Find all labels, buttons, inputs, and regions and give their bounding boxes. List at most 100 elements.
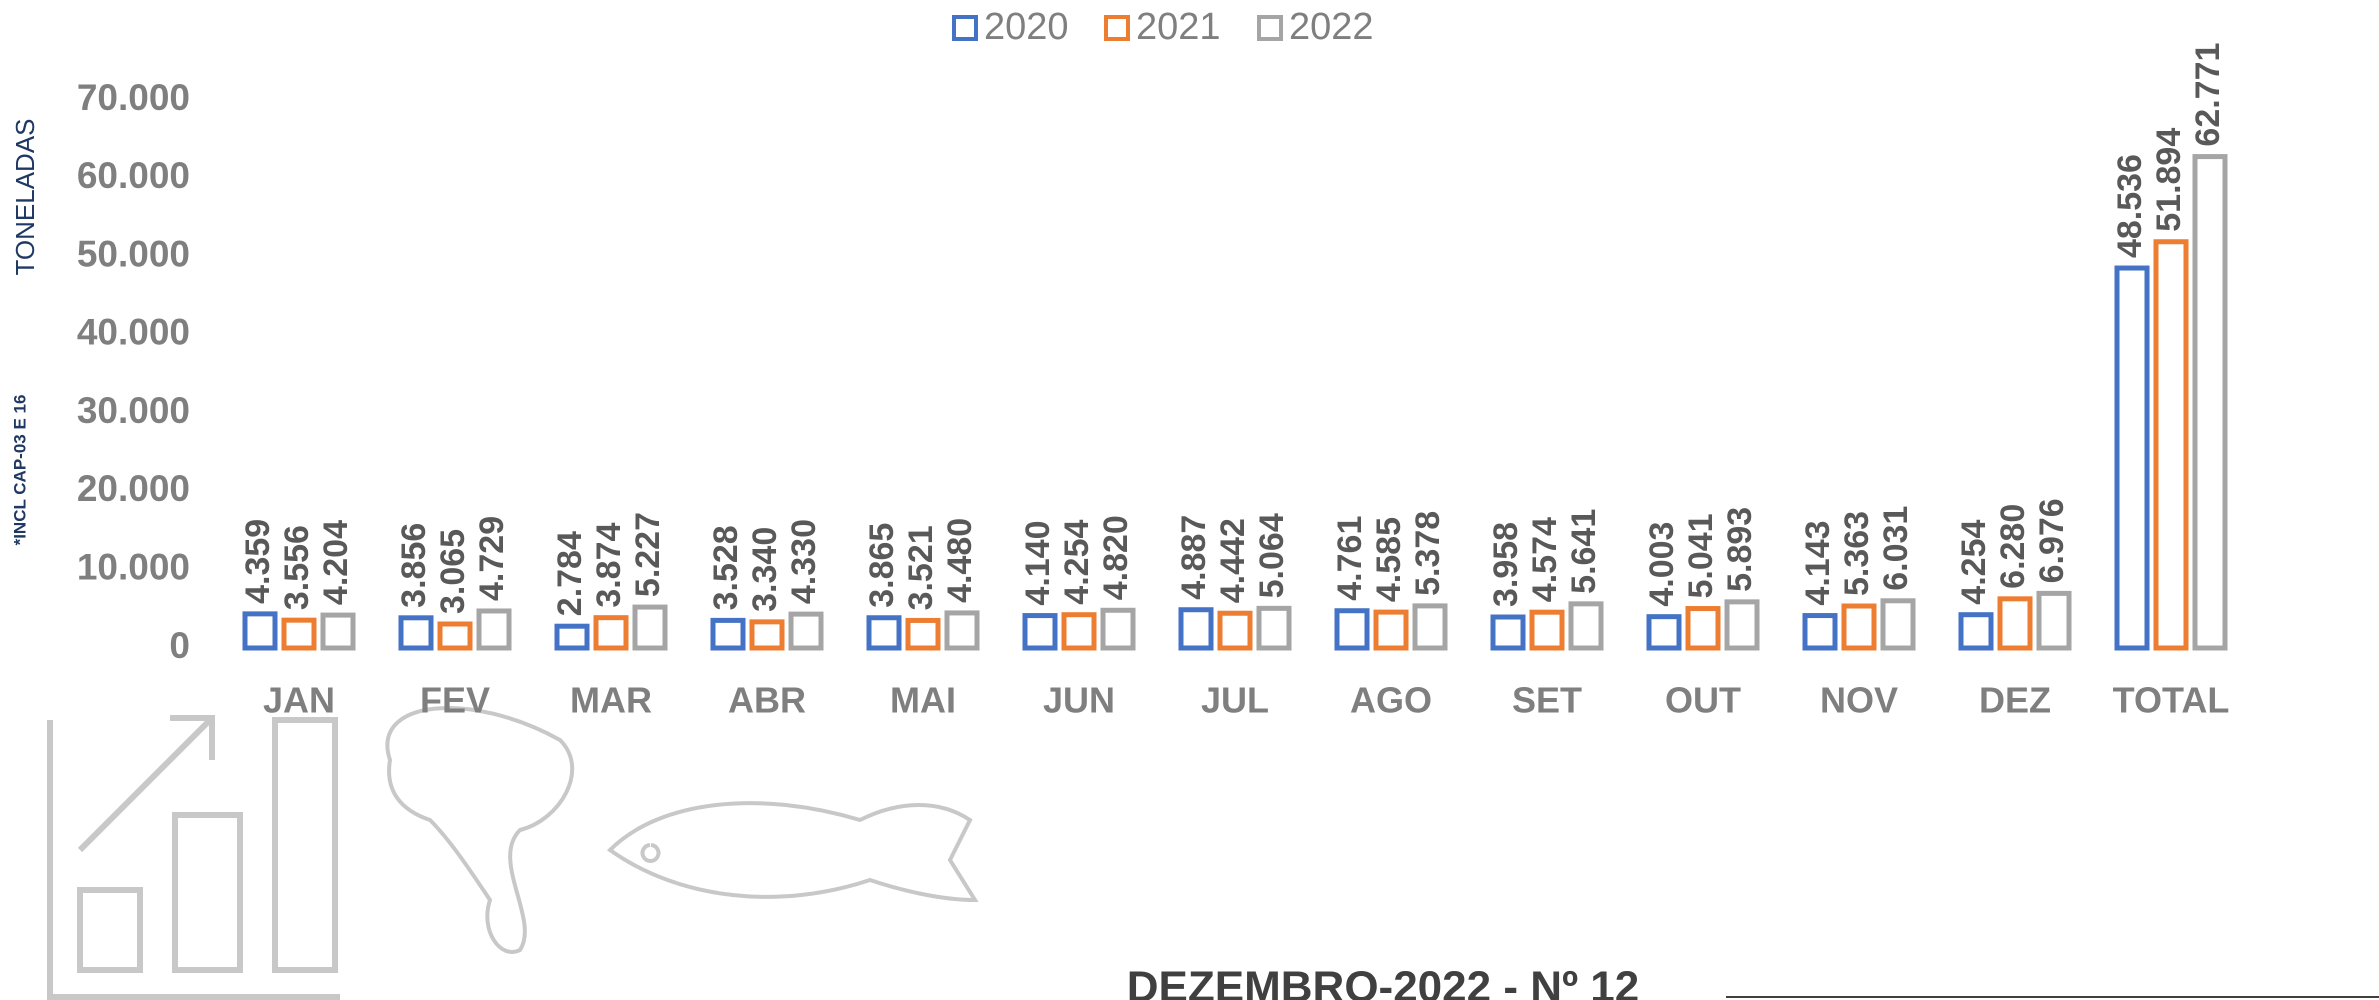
value-label: 5.227	[629, 512, 667, 597]
bar	[1025, 616, 1055, 648]
y-tick-label: 10.000	[77, 546, 190, 587]
value-label: 3.856	[395, 523, 433, 608]
y-tick-label: 60.000	[77, 155, 190, 196]
value-label: 48.536	[2111, 154, 2149, 258]
x-tick-label: TOTAL	[2113, 680, 2230, 721]
bar	[557, 626, 587, 648]
value-label: 6.031	[1877, 506, 1915, 591]
value-label: 4.585	[1370, 517, 1408, 602]
y-tick-label: 70.000	[77, 77, 190, 118]
value-label: 3.865	[863, 523, 901, 608]
bar	[2156, 242, 2186, 648]
legend-label: 2022	[1289, 6, 1374, 48]
value-label: 5.363	[1838, 511, 1876, 596]
bar	[323, 615, 353, 648]
bar	[596, 618, 626, 648]
bar	[908, 620, 938, 648]
bar	[401, 618, 431, 648]
value-label: 62.771	[2189, 43, 2227, 147]
x-tick-label: DEZ	[1979, 680, 2051, 721]
bar	[1727, 602, 1757, 648]
value-label: 4.761	[1331, 516, 1369, 601]
bar	[947, 613, 977, 648]
bar	[284, 620, 314, 648]
legend-swatch	[1106, 17, 1128, 39]
value-label: 5.064	[1253, 513, 1291, 598]
value-label: 5.378	[1409, 511, 1447, 596]
value-label: 3.065	[434, 529, 472, 614]
value-label: 3.528	[707, 525, 745, 610]
bar	[1532, 612, 1562, 648]
bar	[1493, 617, 1523, 648]
bar	[1220, 613, 1250, 648]
value-label: 4.254	[1955, 520, 1993, 605]
value-label: 3.521	[902, 525, 940, 610]
bar	[440, 624, 470, 648]
bar	[2000, 599, 2030, 648]
bar	[1064, 615, 1094, 648]
value-label: 5.041	[1682, 513, 1720, 598]
bar	[869, 618, 899, 648]
bar	[1844, 606, 1874, 648]
chart: TONELADAS *INCL CAP-03 E 16 DEZEMBRO-202…	[0, 0, 2379, 1000]
value-label: 3.340	[746, 527, 784, 612]
bar	[479, 611, 509, 648]
bar	[2039, 593, 2069, 648]
y-tick-label: 30.000	[77, 390, 190, 431]
value-label: 4.003	[1643, 522, 1681, 607]
value-label: 4.330	[785, 519, 823, 604]
decoration	[50, 708, 975, 1000]
value-label: 51.894	[2150, 128, 2188, 232]
value-label: 3.874	[590, 522, 628, 607]
value-label: 5.893	[1721, 507, 1759, 592]
x-tick-label: MAR	[570, 680, 652, 721]
value-label: 6.280	[1994, 504, 2032, 589]
legend-swatch	[954, 17, 976, 39]
y-axis-title: TONELADAS	[10, 118, 40, 275]
value-label: 4.820	[1097, 515, 1135, 600]
value-label: 3.556	[278, 525, 316, 610]
y-tick-label: 50.000	[77, 233, 190, 274]
legend-label: 2021	[1136, 6, 1221, 48]
value-label: 3.958	[1487, 522, 1525, 607]
legend-swatch	[1259, 17, 1281, 39]
y-tick-label: 0	[169, 625, 190, 666]
bar	[2117, 268, 2147, 648]
bar	[1571, 604, 1601, 648]
x-tick-label: ABR	[728, 680, 806, 721]
note: *INCL CAP-03 E 16	[10, 395, 29, 546]
value-label: 4.140	[1019, 520, 1057, 605]
value-label: 4.574	[1526, 517, 1564, 602]
bar	[1649, 617, 1679, 648]
x-tick-label: SET	[1512, 680, 1582, 721]
bar	[2195, 157, 2225, 648]
bar	[635, 607, 665, 648]
bar	[1415, 606, 1445, 648]
bar	[1688, 609, 1718, 648]
y-tick-label: 20.000	[77, 468, 190, 509]
bar	[1103, 610, 1133, 648]
bar	[713, 620, 743, 648]
value-label: 5.641	[1565, 509, 1603, 594]
x-tick-label: JAN	[263, 680, 335, 721]
value-label: 4.359	[239, 519, 277, 604]
value-label: 2.784	[551, 531, 589, 616]
bar	[1181, 610, 1211, 648]
bar	[1805, 616, 1835, 648]
value-label: 4.442	[1214, 518, 1252, 603]
bar	[791, 614, 821, 648]
bar	[752, 622, 782, 648]
legend-label: 2020	[984, 6, 1069, 48]
x-tick-label: AGO	[1350, 680, 1432, 721]
bar	[1883, 601, 1913, 648]
bar	[1376, 612, 1406, 648]
y-tick-label: 40.000	[77, 312, 190, 353]
footer-title: DEZEMBRO-2022 - Nº 12	[1127, 963, 1639, 1000]
bar	[1259, 608, 1289, 648]
bar	[245, 614, 275, 648]
x-tick-label: NOV	[1820, 680, 1898, 721]
value-label: 4.480	[941, 518, 979, 603]
x-tick-label: JUL	[1201, 680, 1269, 721]
value-label: 4.254	[1058, 520, 1096, 605]
bar	[1337, 611, 1367, 648]
